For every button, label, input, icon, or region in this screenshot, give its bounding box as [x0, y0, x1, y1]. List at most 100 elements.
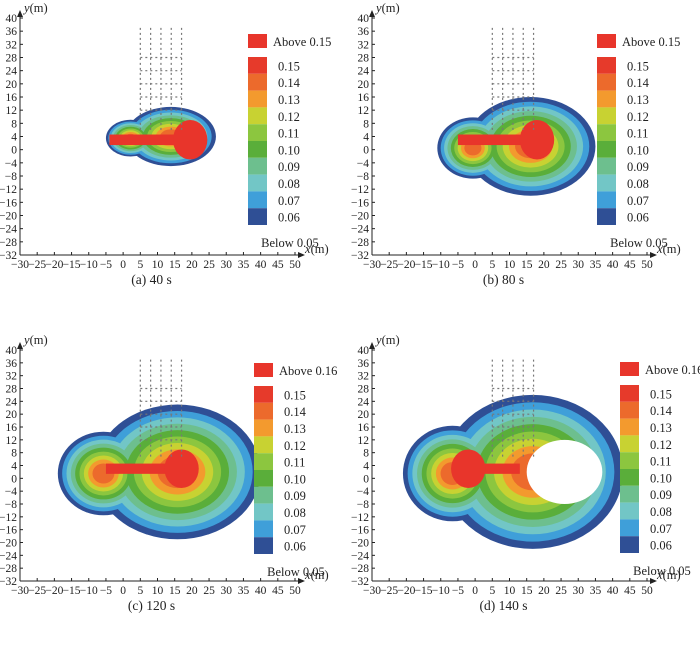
legend-label: 0.13 [627, 93, 649, 107]
x-tick-label: 15 [521, 259, 533, 271]
legend-label: 0.14 [650, 404, 673, 418]
y-tick-label: −12 [351, 512, 369, 524]
x-axis-label: x(m) [656, 568, 681, 582]
contour-core [457, 463, 520, 474]
legend-label: 0.06 [650, 539, 672, 553]
x-tick-label: −5 [100, 585, 112, 597]
y-tick-label: 16 [358, 422, 370, 434]
legend-swatch [248, 191, 267, 209]
x-axis-arrow [298, 252, 305, 258]
legend-label: 0.09 [284, 489, 306, 503]
legend-swatch [254, 537, 273, 554]
legend-label: 0.11 [284, 456, 305, 470]
legend-label: 0.12 [627, 110, 649, 124]
x-tick-label: −15 [63, 585, 81, 597]
x-tick-label: −5 [452, 259, 464, 271]
x-tick-label: 15 [521, 585, 533, 597]
x-tick-label: −10 [80, 585, 98, 597]
legend-label-above: Above 0.15 [273, 35, 331, 49]
y-tick-label: 20 [6, 79, 18, 91]
x-tick-label: 5 [489, 585, 495, 597]
x-tick-label: −10 [432, 259, 450, 271]
x-tick-label: 0 [472, 585, 478, 597]
x-tick-label: −25 [380, 585, 398, 597]
y-tick-label: −20 [351, 211, 369, 223]
axes [19, 344, 303, 582]
legend-swatch [254, 486, 273, 504]
legend-swatch [248, 107, 267, 125]
x-tick-label: 30 [221, 259, 233, 271]
y-tick-label: 28 [6, 384, 18, 396]
legend-swatch [254, 419, 273, 437]
legend-label: 0.07 [278, 194, 300, 208]
chart-panel: −32−28−24−20−16−12−8−4048121620242832364… [351, 1, 681, 287]
legend-label: 0.11 [278, 127, 299, 141]
legend-swatch-above [248, 34, 267, 48]
y-tick-label: 0 [363, 473, 369, 485]
y-tick-label: 8 [363, 118, 369, 130]
y-axis-arrow [369, 342, 375, 349]
x-tick-label: 40 [607, 585, 619, 597]
y-tick-label: 4 [363, 461, 369, 473]
y-tick-label: −8 [357, 499, 369, 511]
legend-swatch [597, 174, 616, 192]
legend-label: 0.15 [650, 387, 672, 401]
legend-label: 0.11 [627, 127, 648, 141]
y-tick-label: 40 [358, 345, 370, 357]
x-tick-label: 10 [152, 259, 164, 271]
y-tick-label: 8 [363, 448, 369, 460]
legend: Above 0.16 0.15 0.14 0.13 0.12 0.11 0.10 0.09 0.… [254, 363, 337, 579]
x-tick-label: −15 [63, 259, 81, 271]
y-tick-label: −16 [0, 197, 17, 209]
y-tick-label: 4 [363, 132, 369, 144]
y-tick-label: −28 [351, 563, 369, 575]
legend-label: 0.10 [627, 143, 649, 157]
x-tick-label: 30 [221, 585, 233, 597]
y-tick-label: −28 [0, 237, 17, 249]
legend-swatch [248, 157, 267, 175]
x-axis-label: x(m) [304, 568, 329, 582]
x-tick-label: −25 [380, 259, 398, 271]
y-tick-label: 36 [358, 26, 370, 38]
legend-swatch [248, 174, 267, 192]
x-axis-label: x(m) [304, 242, 329, 256]
legend-swatch [620, 469, 639, 486]
x-tick-label: 50 [289, 585, 301, 597]
axes [371, 344, 655, 582]
legend-swatch [248, 208, 267, 225]
y-tick-label: 20 [6, 409, 18, 421]
legend-swatch [248, 124, 267, 141]
structure-outline [491, 27, 535, 130]
contour-core [457, 134, 548, 146]
x-axis-arrow [650, 252, 657, 258]
x-tick-label: 40 [607, 259, 619, 271]
x-axis-label: x(m) [656, 242, 681, 256]
chart-panel: −32−28−24−20−16−12−8−4048121620242832364… [0, 333, 337, 613]
legend-label: 0.12 [278, 110, 300, 124]
x-tick-label: −20 [397, 259, 415, 271]
x-tick-label: 45 [624, 259, 636, 271]
y-tick-label: 36 [6, 358, 18, 370]
y-tick-label: 0 [11, 473, 17, 485]
legend-label: 0.07 [284, 523, 306, 537]
x-tick-label: −30 [11, 585, 29, 597]
y-tick-label: 28 [6, 53, 18, 65]
x-tick-label: −30 [11, 259, 29, 271]
y-tick-label: 12 [6, 435, 18, 447]
y-axis-label: y(m) [374, 1, 400, 15]
y-tick-label: −4 [5, 486, 17, 498]
legend-swatch [597, 107, 616, 125]
y-tick-label: −12 [351, 184, 369, 196]
legend-label: 0.15 [278, 59, 300, 73]
y-tick-label: −20 [0, 538, 17, 550]
x-tick-label: −10 [432, 585, 450, 597]
legend-label-below: Below 0.05 [633, 564, 691, 578]
legend-label-above: Above 0.15 [622, 35, 680, 49]
y-tick-label: −4 [5, 158, 17, 170]
legend-swatch [248, 141, 267, 158]
axes [19, 12, 303, 256]
legend: Above 0.16 0.15 0.14 0.13 0.12 0.11 0.10 0.09 0.… [620, 362, 700, 578]
y-tick-label: 4 [11, 132, 17, 144]
contour-hot-spot [164, 449, 199, 488]
y-tick-label: 0 [363, 145, 369, 157]
